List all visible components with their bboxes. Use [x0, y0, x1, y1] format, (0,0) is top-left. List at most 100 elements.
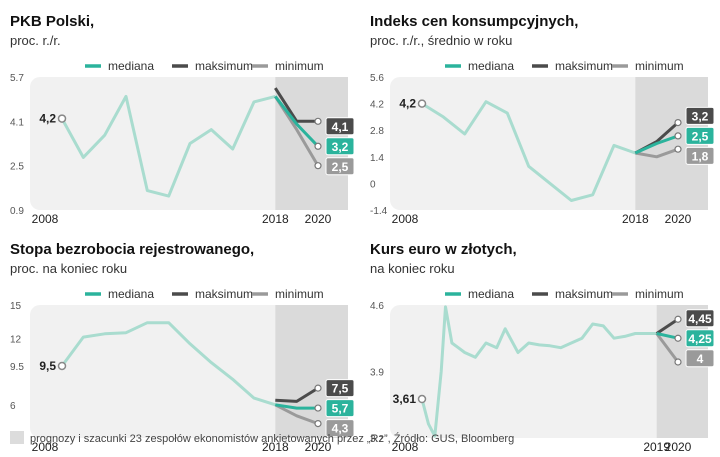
y-tick-label: 5.6: [370, 73, 384, 84]
end-value-label-mediana: 5,7: [332, 402, 349, 416]
start-value-label: 4,2: [39, 112, 56, 126]
legend-label-minimum: minimum: [275, 287, 324, 301]
end-value-label-mediana: 2,5: [692, 129, 709, 143]
legend-label-minimum: minimum: [275, 59, 324, 73]
y-tick-label: 1.4: [370, 153, 384, 164]
forecast-area: [275, 305, 348, 438]
footnote: prognozy i szacunki 23 zespołów ekonomis…: [30, 433, 515, 445]
start-value-label: 4,2: [399, 97, 416, 111]
y-tick-label: 9.5: [10, 362, 24, 373]
chart-title: Stopa bezrobocia rejestrowanego,: [10, 241, 255, 258]
end-value-label-minimum: 4: [697, 352, 704, 366]
x-tick-label: 2008: [32, 440, 59, 454]
y-tick-label: 4.1: [10, 117, 24, 128]
series-line-mediana: [274, 95, 320, 148]
chart-subtitle: proc. r./r., średnio w roku: [370, 33, 513, 48]
end-value-label-maksimum: 4,1: [332, 120, 349, 134]
legend-label-maksimum: maksimum: [555, 59, 613, 73]
end-value-box-maksimum: [325, 379, 355, 398]
chart-subtitle: proc. r./r.: [10, 33, 61, 48]
chart-svg: medianamaksimumminimum15129.563200820182…: [10, 287, 355, 454]
chart-subtitle: na koniec roku: [370, 261, 455, 276]
end-value-label-maksimum: 7,5: [332, 382, 349, 396]
history-line: [420, 305, 657, 438]
series-line-mediana: [656, 332, 679, 340]
plot-background: [390, 305, 708, 438]
x-tick-label: 2018: [622, 212, 649, 226]
series-line-minimum: [274, 403, 319, 426]
end-value-box-maksimum: [685, 309, 715, 328]
y-tick-label: 2.8: [370, 126, 384, 137]
x-tick-label: 2008: [392, 212, 419, 226]
start-marker: [57, 361, 67, 371]
forecast-legend-swatch: [10, 431, 24, 444]
legend-label-maksimum: maksimum: [195, 59, 253, 73]
end-marker: [674, 118, 682, 127]
end-marker: [314, 419, 322, 428]
x-tick-label: 2018: [262, 212, 289, 226]
plot-background: [390, 77, 708, 210]
start-marker: [417, 394, 427, 404]
series-line-maksimum: [655, 317, 679, 335]
y-tick-label: 15: [10, 301, 22, 312]
end-value-label-minimum: 1,8: [692, 149, 709, 163]
x-tick-label: 2018: [262, 440, 289, 454]
chart-subtitle: proc. na koniec roku: [10, 261, 128, 276]
start-value-label: 3,61: [393, 392, 417, 406]
series-line-minimum: [635, 147, 679, 159]
y-tick-label: 3.2: [370, 434, 384, 445]
end-marker: [674, 358, 682, 366]
y-tick-label: 0: [370, 179, 376, 190]
end-value-box-mediana: [325, 399, 355, 418]
x-tick-label: 2020: [305, 440, 332, 454]
legend-label-maksimum: maksimum: [195, 287, 253, 301]
end-marker: [314, 142, 322, 150]
start-marker: [57, 114, 67, 123]
history-line: [60, 321, 276, 407]
chart-panel-unemployment: Stopa bezrobocia rejestrowanego, proc. n…: [0, 228, 360, 456]
end-value-box-mediana: [685, 329, 715, 348]
chart-svg: mediana maksimum minimum 4.6 3.9 3.2 2008 20192…: [370, 287, 715, 454]
end-value-box-minimum: [325, 157, 355, 176]
chart-panel-cpi: Indeks cen konsumpcyjnych, proc. r./r., …: [360, 0, 720, 228]
end-value-box-mediana: [685, 126, 715, 145]
chart-title: Indeks cen konsumpcyjnych,: [370, 13, 579, 30]
chart-title: Kurs euro w złotych,: [370, 241, 517, 258]
y-tick-label: 0.9: [10, 206, 24, 217]
chart-svg: mediana maksimum minimum 5.6 4.2 2.8 1.4 0 -1.4 2…: [370, 59, 715, 226]
end-value-box-maksimum: [325, 117, 355, 136]
start-value-label: 9,5: [39, 359, 56, 373]
series-line-maksimum: [275, 386, 319, 403]
y-tick-label: 2.5: [10, 162, 24, 173]
x-tick-label: 2019: [643, 440, 670, 454]
series-line-mediana: [275, 403, 318, 410]
chart-panel-gdp: PKB Polski, proc. r./r. mediana maksimum m…: [0, 0, 360, 228]
series-line-minimum: [655, 332, 680, 363]
x-tick-label: 2020: [305, 212, 332, 226]
series-line-maksimum: [274, 87, 318, 123]
plot-background: [30, 305, 348, 438]
end-marker: [314, 162, 322, 170]
x-tick-label: 2008: [32, 212, 59, 226]
end-value-label-mediana: 4,25: [688, 332, 712, 346]
end-value-label-mediana: 3,2: [332, 140, 349, 154]
end-value-label-maksimum: 4,45: [688, 312, 712, 326]
end-marker: [314, 384, 322, 392]
start-marker: [417, 99, 427, 108]
y-tick-label: 4.6: [370, 301, 384, 312]
end-marker: [314, 404, 322, 412]
end-value-box-minimum: [685, 349, 715, 368]
legend-label-minimum: minimum: [635, 59, 684, 73]
series-line-mediana: [634, 134, 679, 155]
x-tick-label: 2020: [665, 212, 692, 226]
end-value-label-maksimum: 3,2: [692, 109, 709, 123]
end-value-box-maksimum: [685, 106, 715, 125]
chart-title: PKB Polski,: [10, 13, 95, 30]
end-value-box-minimum: [685, 146, 715, 165]
end-marker: [674, 132, 682, 140]
end-marker: [674, 145, 682, 153]
y-tick-label: -1.4: [370, 206, 388, 217]
legend-label-mediana: mediana: [108, 59, 154, 73]
end-value-label-minimum: 2,5: [332, 160, 349, 174]
x-tick-label: 2008: [392, 440, 419, 454]
